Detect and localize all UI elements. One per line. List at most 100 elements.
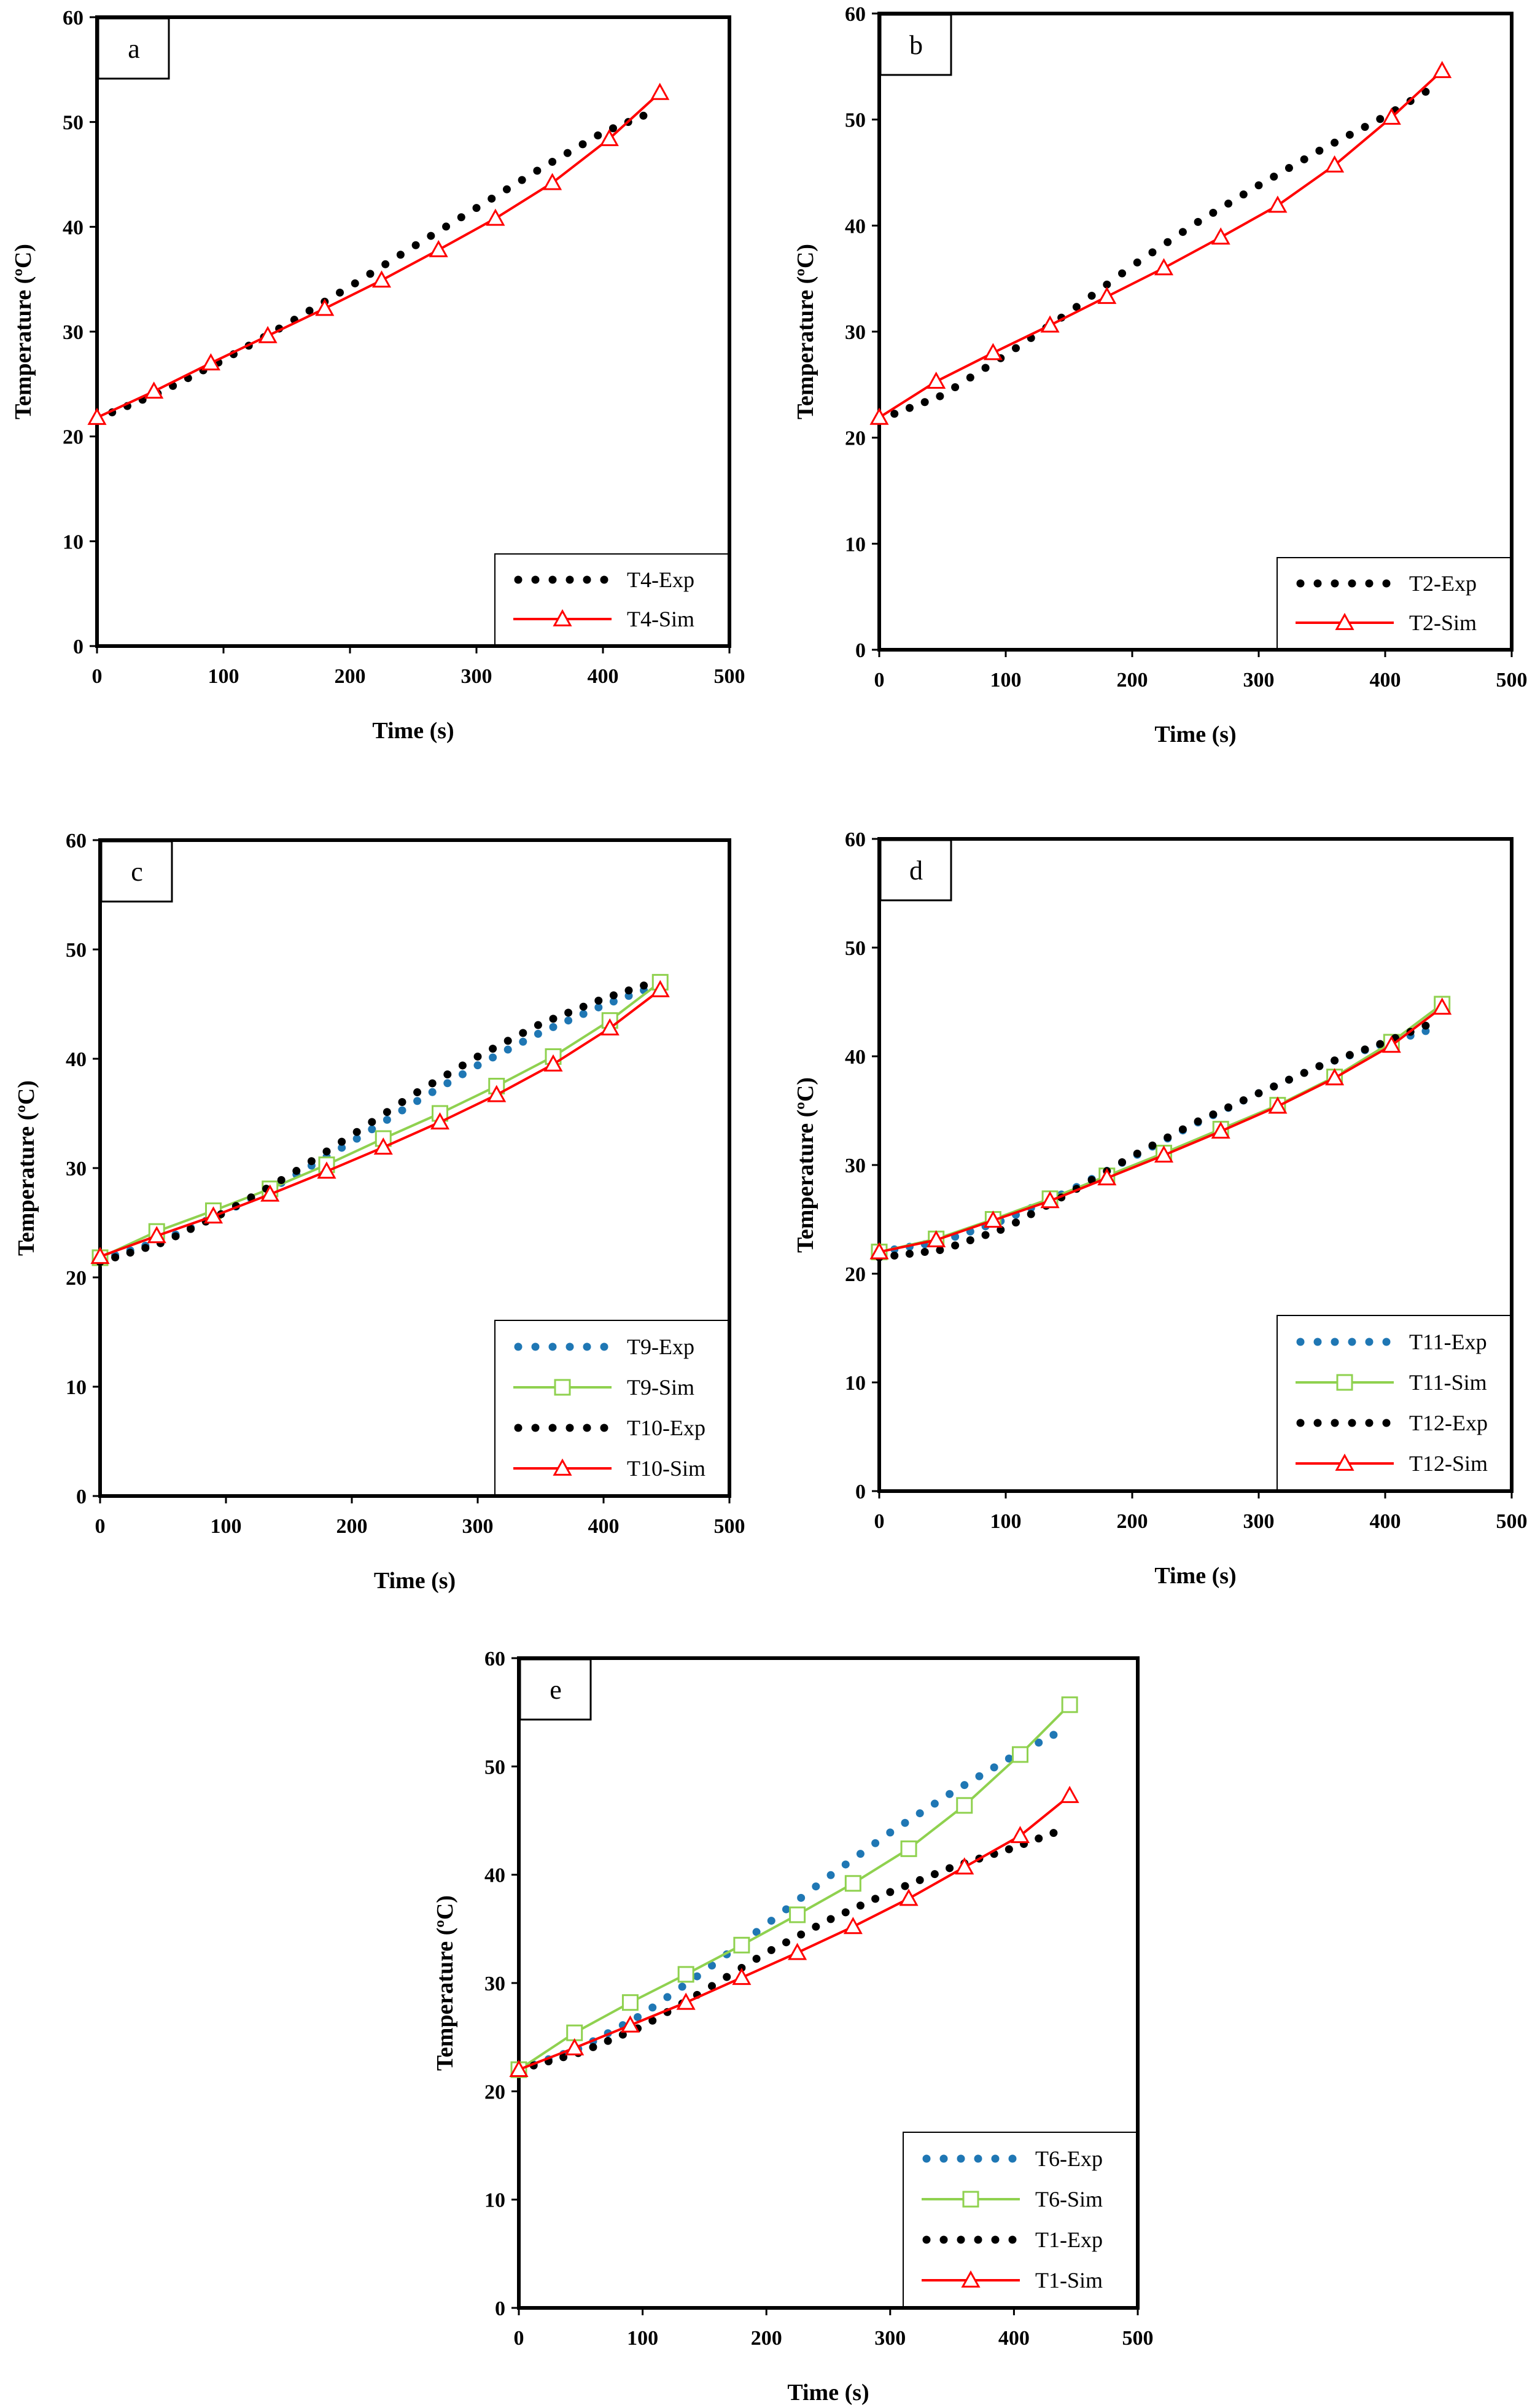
data-point xyxy=(1154,1145,1174,1163)
data-point xyxy=(549,1015,558,1023)
x-tick-label: 300 xyxy=(1243,669,1275,692)
data-point xyxy=(443,1079,452,1088)
data-point xyxy=(564,1016,573,1025)
series-line xyxy=(99,989,661,1258)
y-tick-label: 40 xyxy=(63,216,84,239)
data-point xyxy=(201,353,220,371)
legend-swatch-dot xyxy=(1331,1419,1339,1427)
legend: T9-Exp T9-Sim T10-Exp T10-Sim xyxy=(494,1320,729,1495)
y-tick-label: 30 xyxy=(845,321,866,344)
legend-swatch-dot xyxy=(1382,1419,1391,1427)
data-point xyxy=(1284,1075,1293,1084)
x-tick-label: 500 xyxy=(714,665,745,688)
data-point xyxy=(1421,87,1430,96)
y-tick-label: 40 xyxy=(66,1048,87,1071)
data-point xyxy=(1268,1096,1288,1114)
data-point xyxy=(1164,238,1172,246)
x-tick-label: 400 xyxy=(998,2327,1030,2350)
legend-swatch-dot xyxy=(957,2154,965,2163)
legend: T4-Exp T4-Sim xyxy=(494,553,729,645)
y-tick-label: 20 xyxy=(845,1263,866,1286)
data-point xyxy=(396,251,405,259)
data-point xyxy=(1118,269,1127,278)
panel-label: b xyxy=(909,30,923,60)
legend-swatch-dot xyxy=(1382,1338,1391,1346)
legend-label: T9-Exp xyxy=(627,1335,694,1359)
chart-panel-d: 0 10 20 30 40 50 60 0 100 200 300 400 500 Time (s) Tem… xyxy=(793,828,1528,1589)
data-point xyxy=(579,1002,588,1011)
data-point xyxy=(305,306,314,315)
series-T1-Exp xyxy=(515,1829,1058,2074)
data-point xyxy=(871,1839,880,1847)
data-point xyxy=(383,1108,391,1116)
data-point xyxy=(966,1236,974,1244)
data-point xyxy=(650,82,670,100)
legend-swatch-dot xyxy=(531,575,540,584)
x-tick-label: 400 xyxy=(1370,669,1401,692)
data-point xyxy=(1239,190,1248,199)
data-point xyxy=(1011,1746,1028,1763)
y-tick-label: 60 xyxy=(484,1648,505,1670)
data-point xyxy=(1011,344,1020,353)
data-point xyxy=(1072,303,1081,311)
data-point xyxy=(1224,1103,1233,1112)
legend-swatch-marker xyxy=(553,1458,572,1476)
x-tick-label: 500 xyxy=(1496,1510,1528,1533)
data-point xyxy=(1060,1785,1079,1803)
data-point xyxy=(634,2013,642,2022)
series-T10-Sim xyxy=(90,980,670,1264)
x-tick-label: 500 xyxy=(1122,2327,1154,2350)
legend-swatch-dot xyxy=(1008,2235,1017,2244)
x-tick-label: 0 xyxy=(95,1515,106,1538)
series-line xyxy=(518,1794,1071,2071)
legend-swatch-dot xyxy=(1313,1419,1322,1427)
data-point xyxy=(650,980,670,997)
series-T4-Exp xyxy=(93,111,648,423)
data-point xyxy=(843,1917,863,1935)
data-point xyxy=(1345,1051,1354,1059)
chart-panel-b: 0 10 20 30 40 50 60 0 100 200 300 400 500 Time (s) Tem… xyxy=(793,3,1528,747)
data-point xyxy=(648,2003,657,2012)
data-point xyxy=(1325,155,1345,173)
data-point xyxy=(411,241,420,249)
y-tick-label: 30 xyxy=(63,321,84,344)
y-axis-title: Temperature (ºC) xyxy=(432,1895,458,2071)
data-point xyxy=(1035,1739,1043,1747)
x-axis-title: Time (s) xyxy=(787,2380,869,2406)
data-point xyxy=(1284,164,1293,173)
data-point xyxy=(260,1184,280,1202)
data-point xyxy=(1315,146,1324,155)
data-point xyxy=(604,2036,612,2045)
legend-swatch-dot xyxy=(1313,1338,1322,1346)
legend-label: T1-Exp xyxy=(1035,2227,1103,2252)
data-point xyxy=(1049,1731,1058,1739)
x-tick-label: 500 xyxy=(1496,669,1528,692)
legend-label: T4-Sim xyxy=(627,607,694,631)
x-tick-label: 300 xyxy=(461,665,492,688)
data-point xyxy=(292,1167,301,1175)
data-point xyxy=(338,1144,346,1152)
data-point xyxy=(1270,1082,1278,1091)
x-tick-label: 400 xyxy=(588,665,619,688)
data-point xyxy=(826,1871,835,1879)
y-tick-label: 60 xyxy=(66,830,87,852)
data-point xyxy=(1061,1696,1078,1713)
data-point xyxy=(187,1225,195,1233)
data-point xyxy=(1005,1754,1013,1763)
data-point xyxy=(676,1992,696,2010)
y-tick-label: 30 xyxy=(845,1155,866,1177)
data-point xyxy=(488,194,496,203)
legend: T11-Exp T11-Sim T12-Exp T12-Sim xyxy=(1277,1315,1511,1490)
data-point xyxy=(352,1134,361,1143)
plot-frame xyxy=(95,15,731,648)
y-axis-title: Temperature (ºC) xyxy=(10,244,36,419)
data-point xyxy=(203,1206,223,1224)
data-point xyxy=(171,1232,180,1241)
data-point xyxy=(624,992,633,1000)
legend-swatch-dot xyxy=(1365,579,1374,588)
x-tick-label: 400 xyxy=(1370,1510,1401,1533)
data-point xyxy=(1345,130,1354,139)
data-point xyxy=(564,1008,573,1017)
series-T12-Sim xyxy=(869,997,1452,1260)
data-point xyxy=(797,1893,806,1902)
